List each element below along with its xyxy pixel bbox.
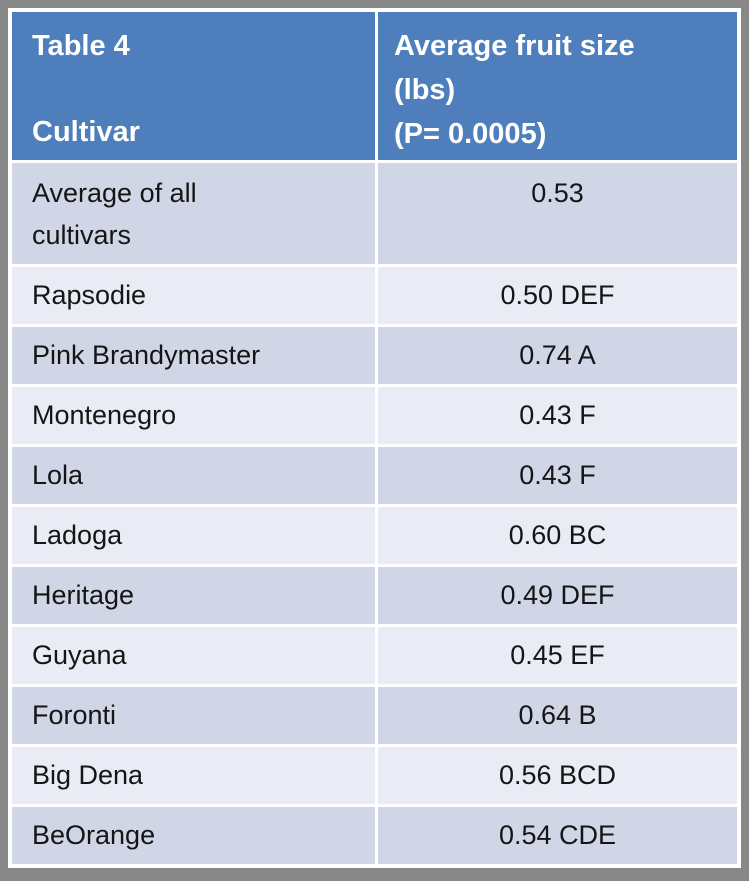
- table-row: Ladoga 0.60 BC: [12, 507, 737, 564]
- value-cell: 0.43 F: [378, 387, 737, 444]
- cultivar-cell: Pink Brandymaster: [12, 327, 375, 384]
- value-cell: 0.74 A: [378, 327, 737, 384]
- cultivar-cell: Ladoga: [12, 507, 375, 564]
- cultivar-cell: Lola: [12, 447, 375, 504]
- table-row: Average of all cultivars 0.53: [12, 163, 737, 264]
- table-row: Montenegro 0.43 F: [12, 387, 737, 444]
- table-header-row: Table 4 Cultivar Average fruit size (lbs…: [12, 12, 737, 160]
- value-cell: 0.43 F: [378, 447, 737, 504]
- header-cell-cultivar: Table 4 Cultivar: [12, 12, 375, 160]
- table-row: Pink Brandymaster 0.74 A: [12, 327, 737, 384]
- value-cell: 0.56 BCD: [378, 747, 737, 804]
- value-cell: 0.45 EF: [378, 627, 737, 684]
- value-cell: 0.54 CDE: [378, 807, 737, 864]
- table-row: Lola 0.43 F: [12, 447, 737, 504]
- value-cell: 0.53: [378, 163, 737, 264]
- cultivar-cell: Montenegro: [12, 387, 375, 444]
- cultivar-cell: Rapsodie: [12, 267, 375, 324]
- table-row: Heritage 0.49 DEF: [12, 567, 737, 624]
- value-cell: 0.60 BC: [378, 507, 737, 564]
- value-cell: 0.50 DEF: [378, 267, 737, 324]
- cultivar-cell: Guyana: [12, 627, 375, 684]
- cultivar-cell: Foronti: [12, 687, 375, 744]
- cultivar-cell: BeOrange: [12, 807, 375, 864]
- column-header-fruit-size-line1: Average fruit size: [394, 30, 635, 62]
- table-title: Table 4: [32, 30, 130, 62]
- cultivar-cell: Big Dena: [12, 747, 375, 804]
- value-cell: 0.49 DEF: [378, 567, 737, 624]
- table-row: BeOrange 0.54 CDE: [12, 807, 737, 864]
- cultivar-cell: Average of all cultivars: [12, 163, 375, 264]
- value-cell: 0.64 B: [378, 687, 737, 744]
- table-row: Big Dena 0.56 BCD: [12, 747, 737, 804]
- results-table: Table 4 Cultivar Average fruit size (lbs…: [8, 8, 741, 868]
- table-row: Guyana 0.45 EF: [12, 627, 737, 684]
- column-header-fruit-size-line3: (P= 0.0005): [394, 118, 547, 150]
- column-header-fruit-size-line2: (lbs): [394, 74, 456, 106]
- column-header-cultivar: Cultivar: [32, 116, 140, 148]
- table-row: Rapsodie 0.50 DEF: [12, 267, 737, 324]
- cultivar-cell: Heritage: [12, 567, 375, 624]
- table-row: Foronti 0.64 B: [12, 687, 737, 744]
- header-cell-fruit-size: Average fruit size (lbs) (P= 0.0005): [378, 12, 737, 160]
